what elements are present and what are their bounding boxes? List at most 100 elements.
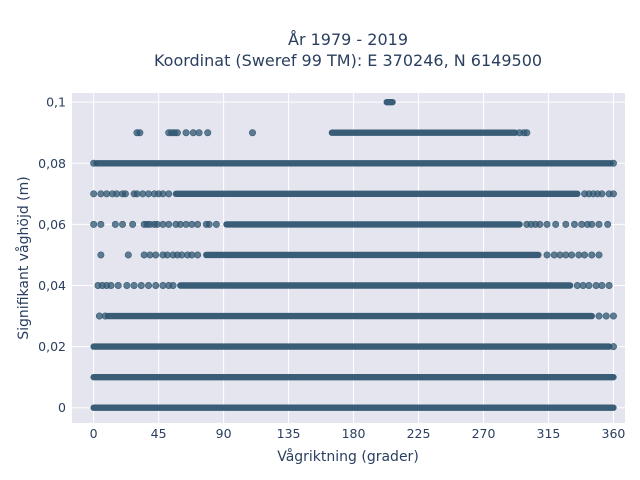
data-point <box>585 281 593 289</box>
data-point <box>568 251 576 259</box>
data-point <box>145 190 153 198</box>
data-point <box>205 220 213 228</box>
data-point <box>556 251 564 259</box>
x-tick-label: 45 <box>151 426 167 441</box>
data-point <box>604 220 612 228</box>
x-axis-title: Vågriktning (grader) <box>277 448 419 465</box>
data-point <box>123 281 131 289</box>
data-point <box>536 220 544 228</box>
data-point <box>543 251 551 259</box>
data-point <box>95 312 103 320</box>
data-point <box>176 220 184 228</box>
data-point <box>163 251 171 259</box>
data-point <box>107 281 115 289</box>
y-axis-ticks: 0 0,02 0,04 0,06 0,08 0,1 <box>38 95 66 416</box>
data-point <box>130 281 138 289</box>
data-point <box>119 220 127 228</box>
data-point <box>609 312 617 320</box>
data-point <box>139 190 147 198</box>
data-point <box>152 281 160 289</box>
data-point <box>165 190 173 198</box>
x-tick-label: 180 <box>342 426 366 441</box>
data-point <box>182 220 190 228</box>
data-point <box>562 220 570 228</box>
data-point <box>159 220 167 228</box>
data-point <box>189 129 197 137</box>
data-point <box>145 281 153 289</box>
x-tick-label: 90 <box>216 426 232 441</box>
data-point <box>248 129 256 137</box>
data-point <box>97 251 105 259</box>
data-point <box>97 190 105 198</box>
x-tick-label: 315 <box>537 426 561 441</box>
data-point <box>113 190 121 198</box>
data-point <box>101 312 109 320</box>
data-point <box>550 251 558 259</box>
data-point <box>97 220 105 228</box>
data-point <box>103 190 111 198</box>
data-point <box>195 129 203 137</box>
data-point <box>90 190 98 198</box>
data-point <box>178 251 186 259</box>
data-point <box>146 251 154 259</box>
marker-band <box>90 404 617 411</box>
marker-band <box>328 129 519 136</box>
data-point <box>592 281 600 289</box>
data-point <box>129 220 137 228</box>
data-point <box>595 251 603 259</box>
data-point <box>133 190 141 198</box>
data-point <box>579 281 587 289</box>
data-point <box>136 129 144 137</box>
data-point <box>188 220 196 228</box>
marker-band <box>93 160 614 167</box>
data-point <box>173 129 181 137</box>
y-tick-label: 0,1 <box>46 95 66 110</box>
data-point <box>609 159 617 167</box>
data-point <box>182 129 190 137</box>
y-tick-label: 0,04 <box>38 278 66 293</box>
marker-band <box>223 221 523 228</box>
y-tick-label: 0,08 <box>38 156 66 171</box>
data-markers <box>90 98 617 411</box>
marker-band <box>383 98 396 106</box>
marker-band <box>172 190 581 198</box>
data-point <box>137 281 145 289</box>
data-point <box>204 129 212 137</box>
data-point <box>152 251 160 259</box>
data-point <box>169 281 177 289</box>
chart-title-line-2: Koordinat (Sweref 99 TM): E 370246, N 61… <box>154 51 542 70</box>
x-tick-label: 135 <box>277 426 301 441</box>
data-point <box>188 251 196 259</box>
data-point <box>581 251 589 259</box>
x-axis-ticks: 0 45 90 135 180 225 270 315 360 <box>90 426 626 441</box>
data-point <box>523 129 531 137</box>
data-point <box>609 343 617 351</box>
marker-band <box>90 343 613 350</box>
marker-band <box>104 312 595 320</box>
data-point <box>609 190 617 198</box>
data-point <box>573 281 581 289</box>
data-point <box>124 251 132 259</box>
data-point <box>153 220 161 228</box>
x-tick-label: 0 <box>90 426 98 441</box>
data-point <box>114 281 122 289</box>
data-point <box>605 281 613 289</box>
data-point <box>90 159 98 167</box>
x-tick-label: 360 <box>602 426 626 441</box>
data-point <box>165 220 173 228</box>
data-point <box>575 251 583 259</box>
data-point <box>598 281 606 289</box>
y-tick-label: 0,02 <box>38 339 66 354</box>
marker-band <box>90 373 617 381</box>
data-point <box>570 220 578 228</box>
data-point <box>595 312 603 320</box>
data-point <box>194 220 202 228</box>
y-tick-label: 0,06 <box>38 217 66 232</box>
data-point <box>212 220 220 228</box>
data-point <box>595 220 603 228</box>
data-point <box>159 281 167 289</box>
data-point <box>543 220 551 228</box>
marker-band <box>177 282 574 289</box>
data-point <box>562 251 570 259</box>
